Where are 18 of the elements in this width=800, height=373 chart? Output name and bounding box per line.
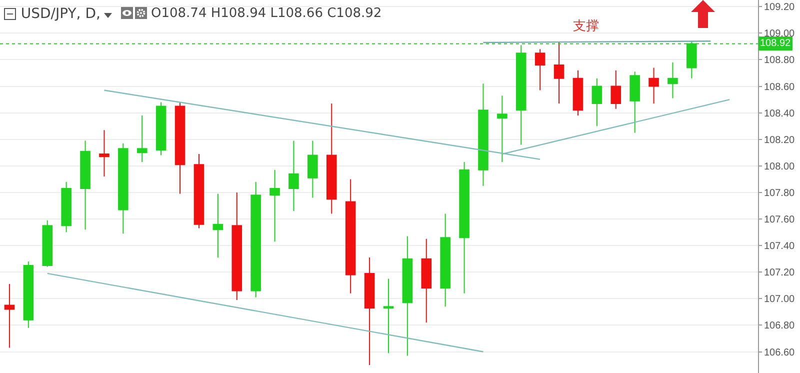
y-tick-label: 108.80 [764, 55, 796, 66]
y-tick-label: 106.60 [764, 347, 796, 358]
y-tick-label: 107.00 [764, 294, 796, 306]
annotation: 支撑 [573, 19, 599, 34]
y-tick-label: 108.60 [764, 82, 796, 93]
y-tick-label: 107.40 [764, 241, 796, 252]
y-tick-label: 109.00 [764, 28, 796, 40]
annotation: O108.74 H108.94 L108.66 C108.92 [151, 6, 382, 21]
y-tick-label: 107.80 [764, 188, 796, 199]
ref-line-label: 108.92 [760, 38, 792, 49]
y-tick-label: 108.20 [764, 134, 796, 146]
y-tick-label: 107.60 [764, 214, 796, 226]
y-tick-label: 106.80 [764, 320, 796, 332]
y-tick-label: 109.20 [764, 2, 796, 14]
y-tick-label: 108.40 [764, 108, 796, 120]
chart-title: USD/JPY, D, [20, 6, 100, 22]
y-tick-label: 108.00 [764, 161, 796, 172]
y-tick-label: 107.20 [764, 268, 796, 279]
